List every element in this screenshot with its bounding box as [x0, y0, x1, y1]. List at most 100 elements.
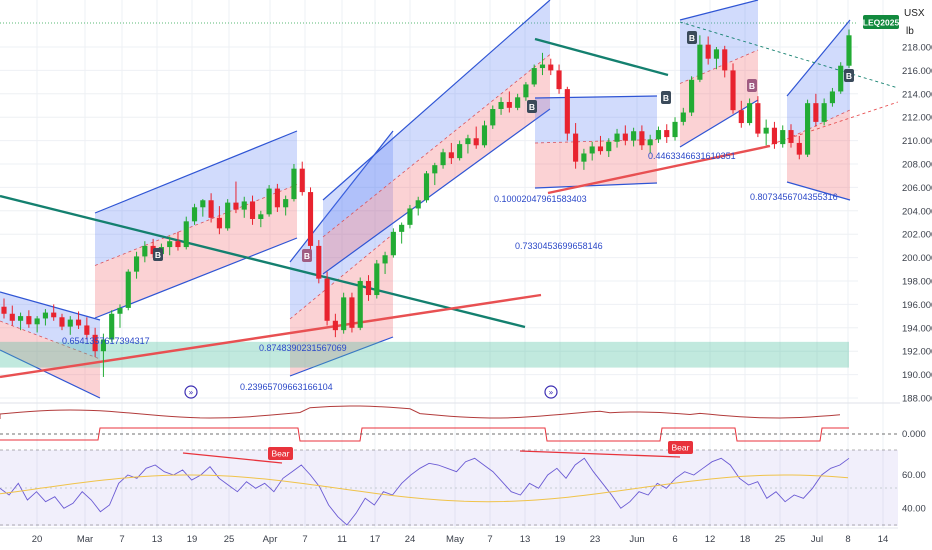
candle-body — [208, 200, 214, 218]
channel-mid-line — [679, 49, 759, 84]
candle-body — [664, 130, 670, 138]
candle-body — [490, 109, 496, 126]
candle-body — [415, 200, 421, 209]
channel-mid-line — [534, 139, 658, 144]
time-tick-label: 13 — [520, 534, 531, 545]
time-tick-label: 18 — [740, 534, 751, 545]
candle-body — [614, 133, 620, 142]
candle-body — [274, 188, 280, 208]
candle-body — [581, 153, 587, 162]
price-tick-label: 210.000 — [902, 136, 932, 147]
candle-body — [689, 79, 695, 113]
candle-body — [606, 141, 612, 152]
price-axis-bg — [898, 0, 932, 550]
candle-body — [142, 245, 148, 257]
channel-lower-fill — [0, 321, 100, 398]
channel-mid-line — [94, 184, 298, 266]
replay-icon-glyph: » — [189, 388, 194, 397]
candle-body — [34, 318, 40, 325]
candle-body — [1, 306, 7, 314]
buy-marker — [844, 69, 854, 82]
candle-body — [564, 89, 570, 134]
fib-annotation: 0.7330453699658146 — [515, 241, 603, 251]
fib-annotation: 0.10002047961583403 — [494, 194, 587, 204]
time-tick-label: 20 — [32, 534, 43, 545]
uptrend-line-red — [0, 293, 542, 379]
buy-marker — [153, 248, 163, 261]
buy-marker-label: B — [304, 251, 310, 261]
replay-icon-glyph: » — [549, 388, 554, 397]
candle-body — [813, 103, 819, 122]
candle-body — [796, 142, 802, 155]
channel-bottom-line — [322, 108, 551, 275]
time-tick-label: Mar — [77, 534, 93, 545]
candle-body — [655, 130, 662, 140]
downtrend-line-green — [534, 37, 669, 77]
time-tick-label: Apr — [263, 534, 278, 545]
channel-lower-fill — [787, 110, 850, 200]
candle-body — [125, 271, 131, 308]
candle-body — [755, 103, 761, 134]
price-tick-label: 198.000 — [902, 277, 932, 288]
channel-mid-line — [322, 54, 551, 238]
time-tick-label: 7 — [302, 534, 307, 545]
rsi-line — [0, 457, 850, 526]
candle-body — [589, 146, 595, 154]
candle-body — [705, 44, 711, 59]
candle-body — [539, 64, 546, 69]
bear-label-bg — [668, 441, 693, 454]
candle-body — [92, 334, 98, 352]
candle-body — [357, 281, 363, 328]
candle-body — [18, 316, 24, 321]
price-tick-label: 202.000 — [902, 230, 932, 241]
price-tick-label: 196.000 — [902, 300, 932, 311]
candle-body — [291, 168, 297, 200]
channel-top-line — [679, 0, 759, 21]
rsi-tick-label: 60.00 — [902, 470, 926, 481]
candle-body — [838, 65, 844, 92]
price-tick-label: 216.000 — [902, 66, 932, 77]
price-tick-label: 214.000 — [902, 89, 932, 100]
price-axis: 188.000 190.000 192.000 194.000 196.000 198.0… — [898, 0, 932, 550]
time-tick-label: May — [446, 534, 464, 545]
candle-body — [316, 245, 322, 279]
candle-body — [722, 49, 728, 71]
channel-top-line — [534, 95, 658, 99]
candle-body — [829, 91, 835, 104]
channel-top-line — [94, 130, 298, 214]
candle-body — [473, 138, 479, 146]
fib-annotation: 0.8073456704355316 — [750, 192, 838, 202]
price-tick-label: 208.000 — [902, 160, 932, 171]
candle-body — [515, 97, 521, 108]
time-tick-label: 7 — [119, 534, 124, 545]
candle-body — [738, 110, 744, 124]
candle-body — [771, 127, 778, 145]
candle-body — [133, 256, 140, 272]
bear-label-bg — [268, 447, 293, 460]
candle-body — [307, 192, 314, 246]
candle-body — [597, 146, 604, 152]
buy-marker — [527, 100, 537, 113]
candle-body — [241, 201, 247, 210]
bear-divergence-line — [519, 450, 681, 458]
grid — [0, 0, 884, 528]
bear-label: Bear — [672, 443, 690, 453]
candle-body — [84, 325, 90, 335]
candle-body — [448, 152, 454, 159]
candle-body — [821, 103, 827, 122]
candle-body — [465, 138, 471, 145]
channel-bottom-line — [679, 99, 759, 148]
candle-body — [780, 130, 786, 145]
candle-body — [481, 125, 488, 146]
candle-body — [672, 121, 678, 138]
candle-body — [332, 320, 338, 331]
candle-body — [42, 312, 48, 319]
candle-body — [382, 255, 388, 264]
time-tick-label: 12 — [705, 534, 716, 545]
candle-body — [191, 207, 198, 222]
candle-body — [324, 278, 330, 321]
price-tick-label: 190.000 — [902, 370, 932, 381]
time-axis: 20 Mar 7 13 19 25 Apr 7 11 17 24 May 7 13 19 23 Jun 6 12 18… — [0, 527, 898, 545]
candle-body — [59, 317, 65, 327]
